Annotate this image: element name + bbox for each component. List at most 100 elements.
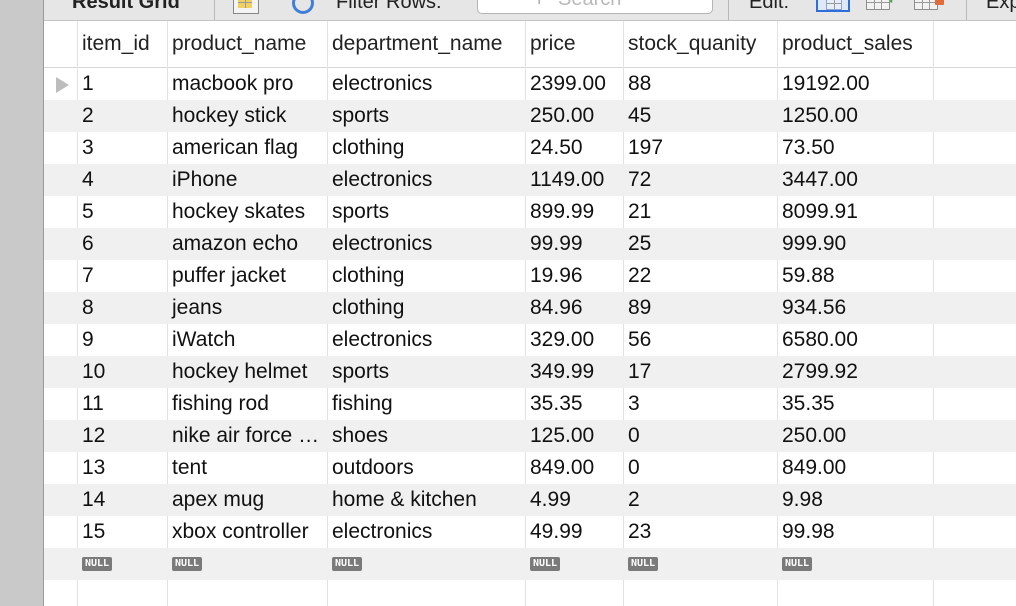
cell-department-name[interactable]: electronics [332,168,433,191]
cell-product-name[interactable]: nike air force ones [172,424,326,447]
column-header-price[interactable]: price [530,32,576,55]
cell-item-id[interactable]: 8 [82,296,94,319]
cell-product-sales[interactable]: 6580.00 [782,328,858,351]
cell-department-name[interactable]: clothing [332,264,405,287]
cell-price[interactable]: 35.35 [530,392,583,415]
cell-item-id[interactable]: 5 [82,200,94,223]
cell-item-id[interactable]: 7 [82,264,94,287]
cell-product-name[interactable]: macbook pro [172,72,294,95]
table-row[interactable]: 11 fishing rod fishing 35.35 3 35.35 [44,388,1016,420]
cell-product-name[interactable]: american flag [172,136,299,159]
refresh-icon[interactable] [292,0,314,14]
cell-product-sales[interactable]: 73.50 [782,136,835,159]
table-row[interactable]: 3 american flag clothing 24.50 197 73.50 [44,132,1016,164]
null-cell-product-sales[interactable]: NULL [778,548,932,580]
null-cell-item-id[interactable]: NULL [78,548,166,580]
cell-stock-quanity[interactable]: 0 [628,424,640,447]
cell-item-id[interactable]: 14 [82,488,106,511]
null-cell-price[interactable]: NULL [526,548,622,580]
new-row-placeholder[interactable]: NULL NULL NULL NULL NULL NULL [44,548,1016,580]
cell-item-id[interactable]: 12 [82,424,106,447]
cell-item-id[interactable]: 10 [82,360,106,383]
cell-price[interactable]: 349.99 [530,360,595,383]
table-row[interactable]: 10 hockey helmet sports 349.99 17 2799.92 [44,356,1016,388]
cell-price[interactable]: 125.00 [530,424,595,447]
cell-price[interactable]: 4.99 [530,488,571,511]
cell-department-name[interactable]: electronics [332,232,433,255]
cell-price[interactable]: 49.99 [530,520,583,543]
cell-price[interactable]: 1149.00 [530,168,605,191]
cell-item-id[interactable]: 13 [82,456,106,479]
cell-department-name[interactable]: home & kitchen [332,488,477,511]
cell-stock-quanity[interactable]: 22 [628,264,652,287]
filter-search-box[interactable]: ⚲ [477,0,713,14]
result-grid-tab[interactable]: Result Grid [72,0,180,13]
cell-item-id[interactable]: 6 [82,232,94,255]
table-row[interactable]: 14 apex mug home & kitchen 4.99 2 9.98 [44,484,1016,516]
cell-stock-quanity[interactable]: 17 [628,360,652,383]
cell-stock-quanity[interactable]: 23 [628,520,652,543]
table-row[interactable]: 12 nike air force ones shoes 125.00 0 250.00 [44,420,1016,452]
null-cell-department-name[interactable]: NULL [328,548,524,580]
cell-stock-quanity[interactable]: 2 [628,488,640,511]
export-label[interactable]: Exp [986,0,1016,13]
delete-row-icon[interactable] [914,0,946,12]
column-header-product-sales[interactable]: product_sales [782,32,913,55]
column-header-department-name[interactable]: department_name [332,32,503,55]
cell-stock-quanity[interactable]: 72 [628,168,652,191]
column-header-stock-quanity[interactable]: stock_quanity [628,32,757,55]
cell-product-name[interactable]: fishing rod [172,392,269,415]
cell-item-id[interactable]: 1 [82,72,94,95]
cell-product-name[interactable]: jeans [172,296,223,319]
cell-stock-quanity[interactable]: 25 [628,232,652,255]
cell-price[interactable]: 24.50 [530,136,583,159]
cell-price[interactable]: 2399.00 [530,72,606,95]
cell-department-name[interactable]: sports [332,360,390,383]
table-row[interactable]: 13 tent outdoors 849.00 0 849.00 [44,452,1016,484]
cell-product-name[interactable]: puffer jacket [172,264,287,287]
cell-department-name[interactable]: fishing [332,392,393,415]
table-row[interactable]: 1 macbook pro electronics 2399.00 88 19192.00 [44,68,1016,100]
cell-product-sales[interactable]: 8099.91 [782,200,858,223]
cell-product-sales[interactable]: 1250.00 [782,104,858,127]
cell-product-sales[interactable]: 934.56 [782,296,847,319]
cell-stock-quanity[interactable]: 88 [628,72,652,95]
cell-product-sales[interactable]: 59.88 [782,264,835,287]
cell-product-sales[interactable]: 999.90 [782,232,847,255]
cell-stock-quanity[interactable]: 3 [628,392,640,415]
cell-department-name[interactable]: shoes [332,424,389,447]
table-row[interactable]: 6 amazon echo electronics 99.99 25 999.90 [44,228,1016,260]
cell-stock-quanity[interactable]: 21 [628,200,652,223]
cell-department-name[interactable]: sports [332,104,390,127]
cell-product-name[interactable]: iPhone [172,168,238,191]
table-row[interactable]: 15 xbox controller electronics 49.99 23 99.98 [44,516,1016,548]
cell-department-name[interactable]: clothing [332,296,405,319]
cell-stock-quanity[interactable]: 45 [628,104,652,127]
grid-icon[interactable] [233,0,259,14]
cell-product-sales[interactable]: 2799.92 [782,360,858,383]
cell-price[interactable]: 84.96 [530,296,583,319]
cell-stock-quanity[interactable]: 89 [628,296,652,319]
cell-product-name[interactable]: iWatch [172,328,236,351]
column-header-item-id[interactable]: item_id [82,32,150,55]
cell-product-name[interactable]: hockey skates [172,200,306,223]
cell-item-id[interactable]: 4 [82,168,94,191]
cell-product-name[interactable]: xbox controller [172,520,309,543]
cell-product-sales[interactable]: 35.35 [782,392,835,415]
cell-price[interactable]: 19.96 [530,264,583,287]
cell-product-name[interactable]: apex mug [172,488,265,511]
table-row[interactable]: 9 iWatch electronics 329.00 56 6580.00 [44,324,1016,356]
cell-price[interactable]: 329.00 [530,328,595,351]
cell-product-sales[interactable]: 3447.00 [782,168,858,191]
cell-item-id[interactable]: 9 [82,328,94,351]
cell-item-id[interactable]: 11 [82,392,104,415]
cell-stock-quanity[interactable]: 0 [628,456,640,479]
cell-price[interactable]: 899.99 [530,200,595,223]
cell-department-name[interactable]: clothing [332,136,405,159]
table-row[interactable]: 2 hockey stick sports 250.00 45 1250.00 [44,100,1016,132]
cell-item-id[interactable]: 15 [82,520,106,543]
cell-department-name[interactable]: electronics [332,520,433,543]
table-row[interactable]: 7 puffer jacket clothing 19.96 22 59.88 [44,260,1016,292]
table-row[interactable]: 4 iPhone electronics 1149.00 72 3447.00 [44,164,1016,196]
cell-product-name[interactable]: hockey stick [172,104,287,127]
